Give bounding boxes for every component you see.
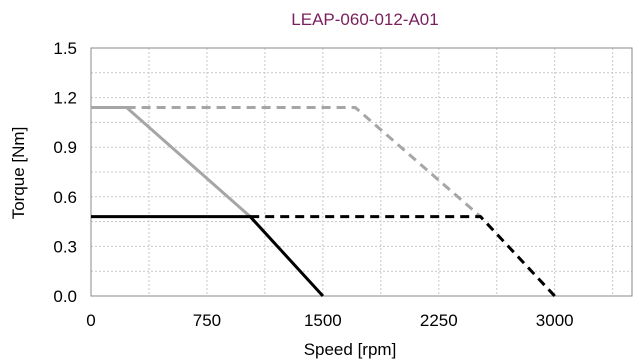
x-tick-label: 3000 [536, 311, 574, 330]
y-tick-label: 1.2 [53, 89, 77, 108]
x-tick-label: 1500 [304, 311, 342, 330]
plot-area-frame [90, 47, 633, 297]
y-tick-label: 0.3 [53, 237, 77, 256]
x-axis-title: Speed [rpm] [304, 340, 397, 359]
chart-title: LEAP-060-012-A01 [291, 10, 438, 29]
series-line-2 [126, 106, 482, 218]
y-axis-title: Torque [Nm] [9, 127, 28, 220]
tick-labels: 0 750 1500 2250 3000 0.0 0.3 0.6 0.9 1.2 1.5 [53, 39, 573, 330]
series-line-4 [250, 215, 556, 298]
x-tick-label: 2250 [420, 311, 458, 330]
y-tick-label: 0.9 [53, 138, 77, 157]
grid-lines [90, 47, 632, 297]
x-tick-label: 750 [193, 311, 221, 330]
series-layer [91, 106, 556, 298]
y-tick-label: 0.0 [53, 287, 77, 306]
x-tick-label: 0 [86, 311, 95, 330]
y-tick-label: 1.5 [53, 39, 77, 58]
series-line-1 [91, 106, 252, 218]
y-tick-label: 0.6 [53, 188, 77, 207]
